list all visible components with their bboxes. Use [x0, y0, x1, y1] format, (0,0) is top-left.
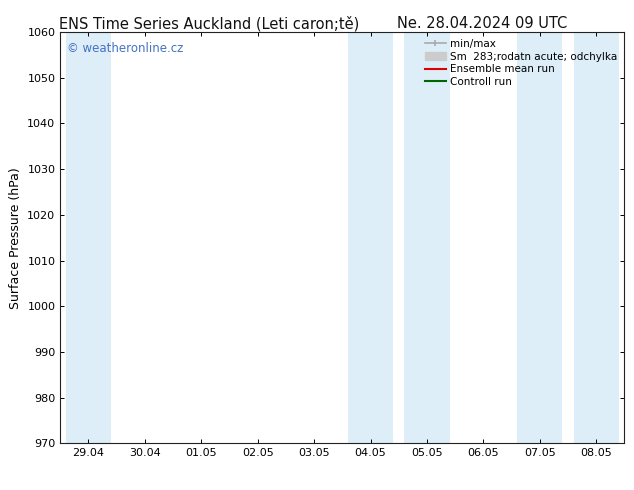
Bar [404, 32, 450, 443]
Text: ENS Time Series Auckland (Leti caron;tě): ENS Time Series Auckland (Leti caron;tě) [59, 16, 359, 31]
Text: © weatheronline.cz: © weatheronline.cz [67, 42, 183, 55]
Text: Ne. 28.04.2024 09 UTC: Ne. 28.04.2024 09 UTC [397, 16, 567, 31]
Bar [348, 32, 393, 443]
Bar [574, 32, 619, 443]
Bar [517, 32, 562, 443]
Legend: min/max, Sm  283;rodatn acute; odchylka, Ensemble mean run, Controll run: min/max, Sm 283;rodatn acute; odchylka, … [423, 37, 619, 89]
Bar [66, 32, 111, 443]
Y-axis label: Surface Pressure (hPa): Surface Pressure (hPa) [9, 167, 22, 309]
